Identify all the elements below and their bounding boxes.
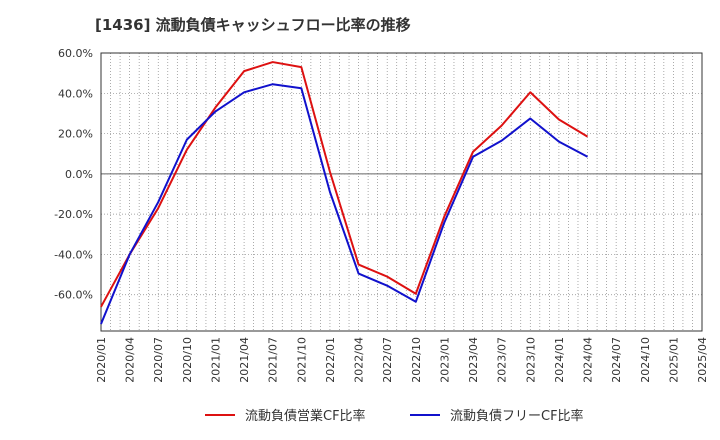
x-tick-label: 2020/01 (95, 337, 108, 383)
tick-labels: 60.0% 40.0% 20.0% 0.0% -20.0% -40.0% -60.0% 202… (54, 47, 709, 383)
x-tick-label: 2021/01 (209, 337, 222, 383)
y-tick-label: 60.0% (58, 47, 93, 60)
x-tick-label: 2022/04 (353, 337, 366, 383)
x-tick-label: 2022/07 (381, 337, 394, 383)
x-tick-label: 2020/04 (124, 337, 137, 383)
x-tick-label: 2021/10 (295, 337, 308, 383)
y-tick-label: 40.0% (58, 87, 93, 100)
x-tick-label: 2023/10 (524, 337, 537, 383)
x-tick-label: 2021/04 (238, 337, 251, 383)
legend-label-1: 流動負債営業CF比率 (245, 408, 366, 424)
y-tick-label: 0.0% (65, 168, 93, 181)
chart-title: [1436] 流動負債キャッシュフロー比率の推移 (95, 16, 411, 34)
x-tick-label: 2024/04 (582, 337, 595, 383)
y-tick-label: -20.0% (54, 208, 93, 221)
x-tick-label: 2025/04 (696, 337, 709, 383)
x-tick-label: 2024/07 (610, 337, 623, 383)
x-tick-label: 2024/10 (639, 337, 652, 383)
x-tick-label: 2020/07 (152, 337, 165, 383)
plot-border (100, 52, 703, 332)
grid (100, 52, 703, 331)
series-line-2 (100, 83, 588, 325)
series-line-1 (100, 61, 589, 308)
series-lines (100, 61, 589, 325)
legend-label-2: 流動負債フリーCF比率 (450, 408, 584, 424)
x-tick-label: 2023/07 (496, 337, 509, 383)
x-tick-label: 2024/01 (553, 337, 566, 383)
y-tick-label: 20.0% (58, 128, 93, 141)
y-tick-label: -60.0% (54, 289, 93, 302)
x-tick-label: 2022/01 (324, 337, 337, 383)
plot-area (101, 53, 702, 331)
x-tick-label: 2020/10 (181, 337, 194, 383)
x-tick-label: 2023/04 (467, 337, 480, 383)
x-tick-label: 2021/07 (267, 337, 280, 383)
y-tick-label: -40.0% (54, 248, 93, 261)
legend: 流動負債営業CF比率 流動負債フリーCF比率 (205, 408, 584, 424)
x-tick-label: 2022/10 (410, 337, 423, 383)
axes (100, 52, 703, 332)
x-tick-label: 2023/01 (438, 337, 451, 383)
x-tick-label: 2025/01 (667, 337, 680, 383)
